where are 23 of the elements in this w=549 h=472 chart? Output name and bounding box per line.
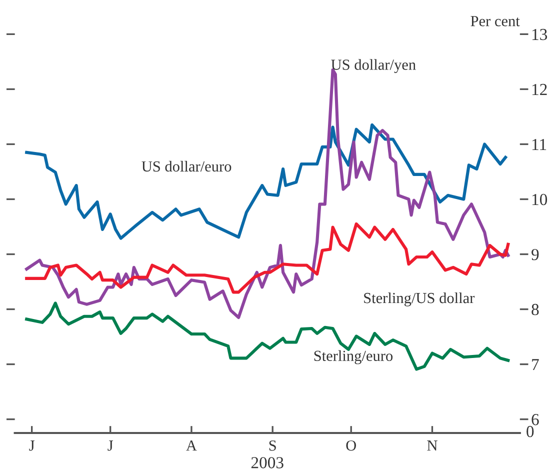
series-label: Sterling/euro	[314, 350, 393, 364]
x-axis-title: 2003	[251, 457, 284, 468]
y-tick-label: 12	[532, 84, 547, 95]
series-label: US dollar/yen	[331, 59, 416, 74]
series-label: Sterling/US dollar	[364, 292, 475, 306]
x-tick-label: J	[108, 440, 113, 451]
y-tick-label: 13	[532, 28, 548, 40]
text: 0	[526, 426, 534, 438]
line-series	[25, 123, 508, 240]
x-tick-label: O	[346, 440, 356, 451]
x-tick-label: N	[427, 440, 438, 451]
text: US dollar/euro	[142, 160, 232, 172]
y-axis-title: Per cent	[470, 16, 520, 26]
y-tick-label: 7	[532, 359, 539, 370]
x-tick-label: A	[186, 440, 197, 451]
x-tick-label: J	[29, 440, 34, 451]
y-tick-label: 10	[532, 194, 548, 206]
y-tick-label: 9	[532, 248, 539, 260]
y-tick-label: 6	[532, 414, 539, 426]
y-tick-label: 8	[532, 304, 539, 316]
x-tick-label: S	[269, 440, 276, 451]
y-tick-label: 11	[532, 138, 546, 150]
line-series	[25, 222, 510, 294]
